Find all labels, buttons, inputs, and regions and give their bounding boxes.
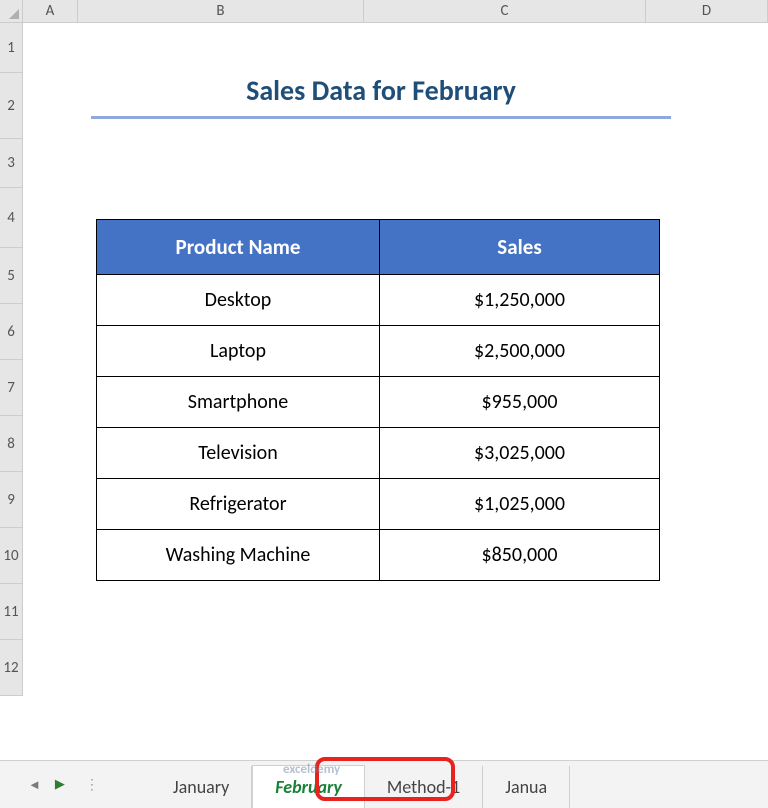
row-header-8[interactable]: 8 [0,416,23,472]
table-row[interactable]: Laptop$2,500,000 [97,326,660,377]
select-all-corner[interactable] [0,0,23,23]
tab-nav-arrows: ◄ ▶ ⋮ [0,776,117,793]
sales-cell[interactable]: $955,000 [380,377,660,428]
tab-janua[interactable]: Janua [483,766,570,808]
product-cell[interactable]: Smartphone [97,377,380,428]
sales-table: Product Name Sales Desktop$1,250,000 Lap… [96,219,660,581]
col-header-b[interactable]: B [78,0,364,23]
cells-area[interactable]: Sales Data for February Product Name Sal… [23,23,768,755]
page-title: Sales Data for February [91,73,671,119]
row-header-5[interactable]: 5 [0,248,23,304]
sales-cell[interactable]: $3,025,000 [380,428,660,479]
row-header-11[interactable]: 11 [0,584,23,640]
column-headers: A B C D [23,0,768,23]
product-cell[interactable]: Television [97,428,380,479]
product-cell[interactable]: Laptop [97,326,380,377]
table-row[interactable]: Smartphone$955,000 [97,377,660,428]
col-header-d[interactable]: D [646,0,768,23]
row-header-7[interactable]: 7 [0,360,23,416]
product-cell[interactable]: Desktop [97,275,380,326]
sales-cell[interactable]: $2,500,000 [380,326,660,377]
row-header-1[interactable]: 1 [0,23,23,73]
product-cell[interactable]: Washing Machine [97,530,380,581]
sales-cell[interactable]: $1,025,000 [380,479,660,530]
sheet-tab-bar: ◄ ▶ ⋮ January February Method-1 Janua [0,760,768,808]
table-row[interactable]: Refrigerator$1,025,000 [97,479,660,530]
col-header-c[interactable]: C [364,0,646,23]
row-header-2[interactable]: 2 [0,73,23,139]
row-headers: 1 2 3 4 5 6 7 8 9 10 11 12 [0,23,23,696]
nav-next-icon[interactable]: ▶ [55,777,65,792]
tab-february[interactable]: February [252,765,365,808]
tab-method-1[interactable]: Method-1 [365,766,483,808]
spreadsheet-grid: 1 2 3 4 5 6 7 8 9 10 11 12 A B C D Sales… [0,0,768,755]
table-header-sales[interactable]: Sales [380,220,660,275]
tab-nav-more-icon[interactable]: ⋮ [79,776,99,793]
table-row[interactable]: Television$3,025,000 [97,428,660,479]
sales-cell[interactable]: $1,250,000 [380,275,660,326]
tab-january[interactable]: January [151,766,252,808]
nav-prev-icon[interactable]: ◄ [28,777,41,793]
row-header-3[interactable]: 3 [0,139,23,188]
row-header-6[interactable]: 6 [0,304,23,360]
product-cell[interactable]: Refrigerator [97,479,380,530]
table-header-product[interactable]: Product Name [97,220,380,275]
sheet-tabs: January February Method-1 Janua [117,761,570,808]
row-header-10[interactable]: 10 [0,528,23,584]
sales-cell[interactable]: $850,000 [380,530,660,581]
row-header-12[interactable]: 12 [0,640,23,696]
table-row[interactable]: Desktop$1,250,000 [97,275,660,326]
table-row[interactable]: Washing Machine$850,000 [97,530,660,581]
col-header-a[interactable]: A [23,0,78,23]
row-header-9[interactable]: 9 [0,472,23,528]
row-header-4[interactable]: 4 [0,188,23,248]
